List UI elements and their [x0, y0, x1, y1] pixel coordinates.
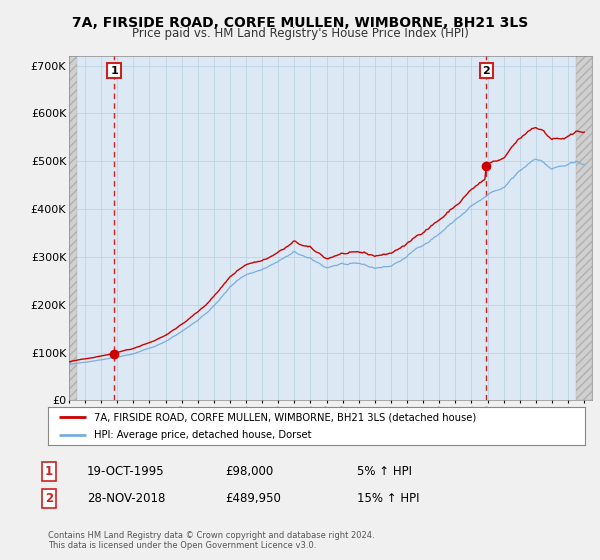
Text: 7A, FIRSIDE ROAD, CORFE MULLEN, WIMBORNE, BH21 3LS: 7A, FIRSIDE ROAD, CORFE MULLEN, WIMBORNE… — [72, 16, 528, 30]
Text: 7A, FIRSIDE ROAD, CORFE MULLEN, WIMBORNE, BH21 3LS (detached house): 7A, FIRSIDE ROAD, CORFE MULLEN, WIMBORNE… — [94, 412, 476, 422]
Text: £489,950: £489,950 — [225, 492, 281, 505]
Text: 1: 1 — [110, 66, 118, 76]
Text: 2: 2 — [45, 492, 53, 505]
Text: 15% ↑ HPI: 15% ↑ HPI — [357, 492, 419, 505]
Text: HPI: Average price, detached house, Dorset: HPI: Average price, detached house, Dors… — [94, 430, 311, 440]
Text: 5% ↑ HPI: 5% ↑ HPI — [357, 465, 412, 478]
Text: 2: 2 — [482, 66, 490, 76]
Text: Contains HM Land Registry data © Crown copyright and database right 2024.
This d: Contains HM Land Registry data © Crown c… — [48, 530, 374, 550]
Text: £98,000: £98,000 — [225, 465, 273, 478]
Text: 28-NOV-2018: 28-NOV-2018 — [87, 492, 166, 505]
Text: 1: 1 — [45, 465, 53, 478]
Text: Price paid vs. HM Land Registry's House Price Index (HPI): Price paid vs. HM Land Registry's House … — [131, 27, 469, 40]
Text: 19-OCT-1995: 19-OCT-1995 — [87, 465, 164, 478]
